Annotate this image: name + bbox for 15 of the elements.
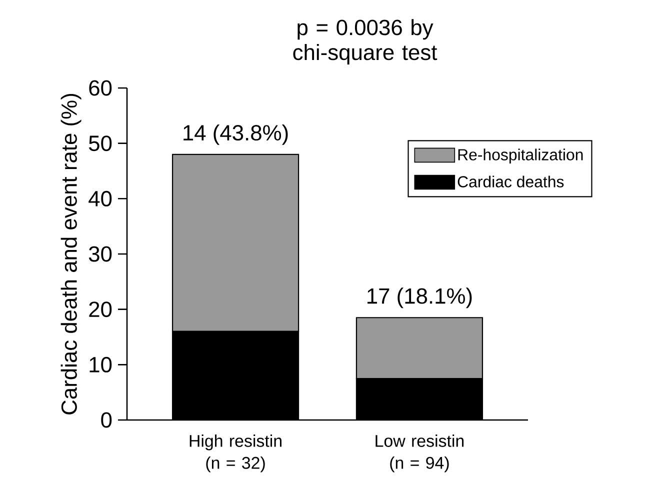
annotation: 14 (43.8%) [184,124,288,145]
y-tick-label: 0 [101,412,112,428]
y-axis-title: Cardiac death and event rate (%) [60,94,82,414]
annotation: 17 (18.1%) [368,288,472,308]
y-tick-label: 60 [89,80,112,96]
chart-title: p = 0.0036 by chi-square test [293,19,438,64]
legend-label: Cardiac deaths [458,176,564,188]
y-tick-label: 20 [89,302,112,318]
y-tick-label: 40 [88,190,112,206]
y-tick-label: 10 [90,356,112,372]
y-tick-label: 50 [88,136,112,152]
x-tick-label: Low resistin (n = 94) [376,434,464,472]
y-tick-label: 30 [88,246,112,262]
legend-label: Re-hospitalization [458,148,583,164]
x-tick-label: High resistin (n = 32) [190,434,282,472]
